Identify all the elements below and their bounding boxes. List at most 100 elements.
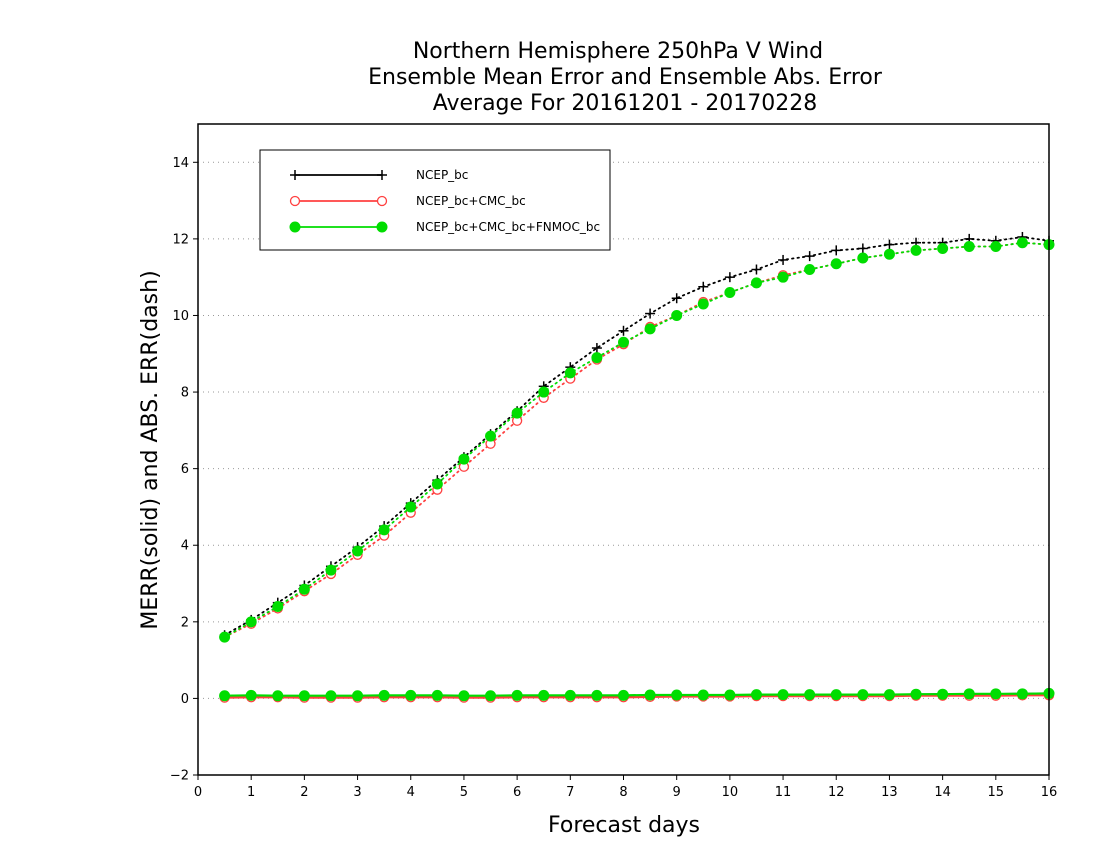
abs-err-point xyxy=(671,309,683,321)
abs-err-point xyxy=(272,601,284,613)
merr-point xyxy=(485,690,497,702)
series-2 xyxy=(219,237,1055,702)
legend-marker xyxy=(289,221,301,233)
y-tick-label: 4 xyxy=(181,539,189,554)
abs-err-point xyxy=(538,386,550,398)
merr-point xyxy=(750,689,762,701)
abs-err-point xyxy=(325,564,337,576)
merr-point xyxy=(378,689,390,701)
chart-title-line-1: Northern Hemisphere 250hPa V Wind xyxy=(413,39,823,64)
x-tick-label: 5 xyxy=(460,785,468,800)
abs-err-point xyxy=(777,271,789,283)
abs-err-point xyxy=(910,244,922,256)
abs-err-point xyxy=(219,631,231,643)
abs-err-point xyxy=(511,407,523,419)
x-tick-label: 13 xyxy=(881,785,898,800)
abs-err-point xyxy=(884,239,895,250)
chart-title-line-2: Ensemble Mean Error and Ensemble Abs. Er… xyxy=(368,65,883,90)
abs-err-point xyxy=(857,252,869,264)
series-1 xyxy=(219,237,1055,703)
legend-item: NCEP_bc+CMC_bc+FNMOC_bc xyxy=(289,220,600,234)
abs-err-line xyxy=(223,236,1050,637)
abs-err-point xyxy=(378,524,390,536)
abs-err-point xyxy=(298,583,310,595)
y-tick-label: 6 xyxy=(181,462,189,477)
abs-err-point xyxy=(644,323,656,335)
abs-err-point xyxy=(724,286,736,298)
legend: NCEP_bc NCEP_bc+CMC_bc NCEP_bc+CMC_bc+FNMO… xyxy=(259,149,611,251)
x-tick-label: 0 xyxy=(194,785,202,800)
merr-point xyxy=(405,689,417,701)
x-tick-label: 1 xyxy=(247,785,255,800)
merr-point xyxy=(245,689,257,701)
grid-lines xyxy=(198,161,1049,776)
x-tick-label: 8 xyxy=(619,785,627,800)
merr-point xyxy=(910,688,922,700)
legend-marker xyxy=(376,195,388,207)
abs-err-point xyxy=(405,501,417,513)
merr-point xyxy=(591,689,603,701)
merr-point xyxy=(272,690,284,702)
legend-item: NCEP_bc+CMC_bc xyxy=(289,194,526,208)
abs-err-point xyxy=(751,264,762,275)
y-tick-label: 14 xyxy=(172,156,189,171)
abs-err-point xyxy=(937,242,949,254)
merr-point xyxy=(883,689,895,701)
abs-err-point xyxy=(697,298,709,310)
y-tick-label: 2 xyxy=(181,615,189,630)
abs-err-point xyxy=(831,245,842,256)
merr-point xyxy=(697,689,709,701)
legend-marker xyxy=(377,170,387,180)
x-tick-label: 12 xyxy=(828,785,845,800)
merr-point xyxy=(325,690,337,702)
abs-err-point xyxy=(591,352,603,364)
abs-err-point xyxy=(245,616,257,628)
merr-point xyxy=(1016,688,1028,700)
abs-err-point xyxy=(804,264,816,276)
y-tick-label: 8 xyxy=(181,386,189,401)
y-tick-label: 0 xyxy=(181,692,189,707)
abs-err-line xyxy=(223,241,1050,638)
abs-err-point xyxy=(750,277,762,289)
y-tick-label: 12 xyxy=(172,232,189,247)
abs-err-point xyxy=(804,251,815,262)
legend-label: NCEP_bc xyxy=(416,168,468,182)
merr-point xyxy=(219,690,231,702)
legend-item: NCEP_bc xyxy=(290,168,468,182)
merr-point xyxy=(777,689,789,701)
x-tick-label: 3 xyxy=(353,785,361,800)
abs-err-point xyxy=(618,325,629,336)
merr-point xyxy=(458,690,470,702)
x-tick-label: 16 xyxy=(1041,785,1058,800)
x-tick-label: 14 xyxy=(934,785,951,800)
merr-point xyxy=(990,688,1002,700)
x-tick-label: 11 xyxy=(775,785,792,800)
legend-box xyxy=(259,149,611,251)
legend-marker xyxy=(289,195,301,207)
abs-err-point xyxy=(485,430,497,442)
merr-point xyxy=(538,689,550,701)
merr-point xyxy=(724,689,736,701)
merr-point xyxy=(298,690,310,702)
abs-err-point xyxy=(990,241,1002,253)
x-tick-label: 6 xyxy=(513,785,521,800)
x-tick-label: 2 xyxy=(300,785,308,800)
abs-err-point xyxy=(778,254,789,265)
x-tick-label: 4 xyxy=(407,785,415,800)
merr-point xyxy=(618,689,629,701)
x-axis-label: Forecast days xyxy=(548,813,700,838)
abs-err-point xyxy=(431,478,443,490)
x-tick-label: 9 xyxy=(673,785,681,800)
abs-err-point xyxy=(671,293,682,304)
chart-title: Northern Hemisphere 250hPa V Wind Ensemb… xyxy=(368,39,883,116)
abs-err-point xyxy=(352,545,364,557)
y-tick-label: −2 xyxy=(170,769,189,784)
merr-point xyxy=(564,689,576,701)
series-0 xyxy=(219,231,1054,702)
legend-items: NCEP_bc NCEP_bc+CMC_bc NCEP_bc+CMC_bc+FNMO… xyxy=(289,168,600,234)
merr-point xyxy=(671,689,683,701)
chart-title-line-3: Average For 20161201 - 20170228 xyxy=(433,91,818,116)
abs-err-point xyxy=(458,453,470,465)
